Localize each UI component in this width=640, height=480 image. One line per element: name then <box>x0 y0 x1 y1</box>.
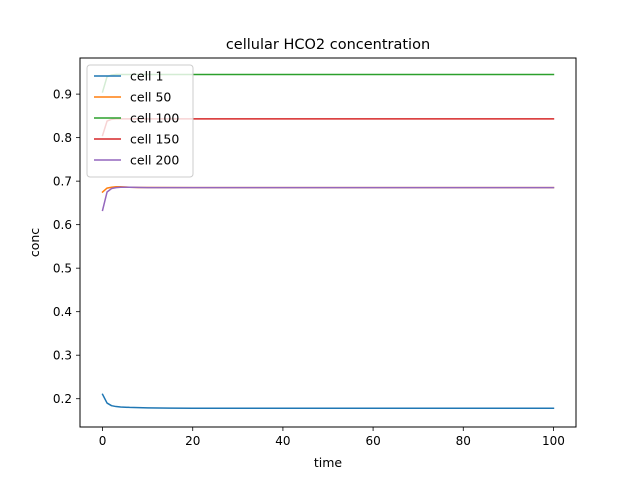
legend-box <box>86 64 194 178</box>
y-tick-label: 0.9 <box>53 88 72 102</box>
x-tick-label: 100 <box>542 434 565 448</box>
x-tick-label: 40 <box>275 434 290 448</box>
legend-entry: cell 200 <box>130 153 179 168</box>
y-axis-label: conc <box>27 228 42 257</box>
legend-entry: cell 1 <box>130 69 163 84</box>
series-line-cell-1 <box>101 393 555 410</box>
y-tick-label: 0.8 <box>53 131 72 145</box>
y-tick-label: 0.7 <box>53 175 72 189</box>
series-line-cell-200 <box>101 186 555 212</box>
legend-entry: cell 150 <box>130 132 179 147</box>
x-tick-label: 60 <box>365 434 380 448</box>
x-tick-label: 80 <box>456 434 471 448</box>
y-tick-label: 0.2 <box>53 392 72 406</box>
y-tick-label: 0.6 <box>53 218 72 232</box>
x-tick-label: 0 <box>99 434 107 448</box>
legend-entry: cell 100 <box>130 111 179 126</box>
x-axis: 0 20 40 60 80 100 <box>99 427 565 448</box>
y-tick-label: 0.3 <box>53 349 72 363</box>
x-tick-label: 20 <box>185 434 200 448</box>
chart-title: cellular HCO2 concentration <box>226 37 430 53</box>
y-tick-label: 0.5 <box>53 262 72 276</box>
y-tick-label: 0.4 <box>53 305 72 319</box>
plot-frame <box>79 57 577 428</box>
legend: cell 1 cell 50 cell 100 cell 150 cell 200 <box>86 64 194 178</box>
legend-entry: cell 50 <box>130 90 171 105</box>
y-axis: 0.2 0.3 0.4 0.5 0.6 0.7 0.8 0.9 <box>53 88 80 406</box>
x-axis-label: time <box>314 455 343 470</box>
